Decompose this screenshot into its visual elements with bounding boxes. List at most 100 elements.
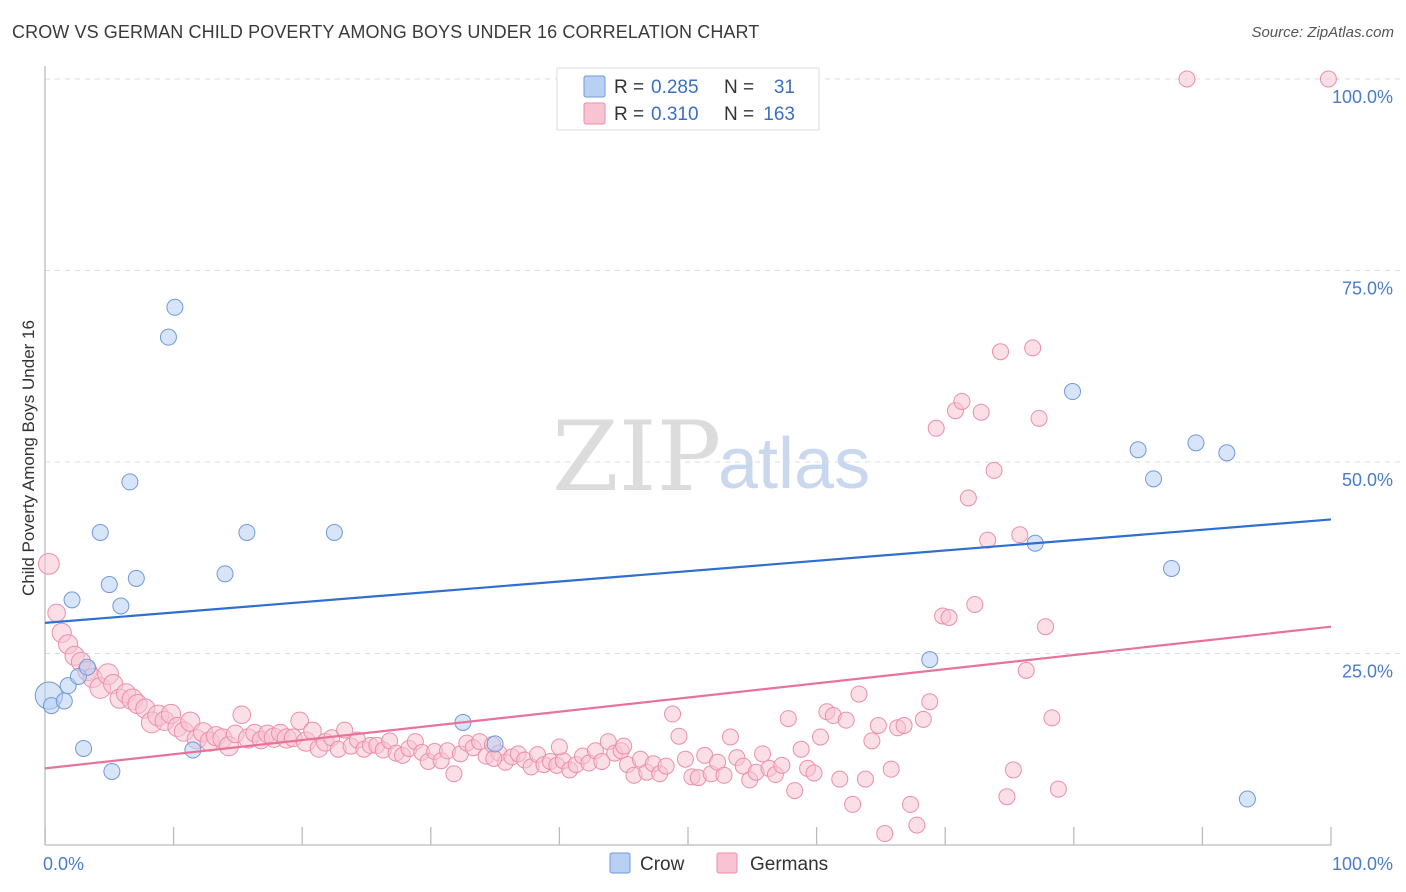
german-point [1024,339,1042,357]
german-point [1030,409,1048,427]
x-tick-labels: 0.0% 100.0% [43,854,1393,874]
german-point [921,693,939,711]
german-point [1178,70,1196,88]
german-point [831,770,849,788]
german-point [715,766,733,784]
german-point [1004,761,1022,779]
watermark-atlas: atlas [718,424,870,504]
bottom-legend-label-crow: Crow [640,854,685,875]
crow-point [55,692,73,710]
crow-point [91,523,109,541]
crow-point [238,523,256,541]
crow-point [1163,559,1181,577]
german-point [232,705,252,725]
german-point [1037,618,1055,636]
crow-point [1238,790,1256,808]
crow-point [216,565,234,583]
german-point [1049,780,1067,798]
crow-point [63,591,81,609]
crow-point [75,739,93,757]
legend-n-value-crow: 31 [774,77,795,98]
crow-point [103,762,121,780]
bottom-legend-swatch-crow [609,852,631,874]
legend: R = 0.285 N = 31 R = 0.310 N = 163 [556,67,820,131]
crow-point [325,523,343,541]
source-label: Source: ZipAtlas.com [1251,24,1394,41]
german-point [1017,661,1035,679]
crow-point [1129,441,1147,459]
german-point [876,825,894,843]
german-point [927,419,945,437]
trend-lines [44,518,1332,770]
german-trend-line [44,625,1332,770]
bottom-legend-label-germans: Germans [750,854,828,875]
german-point [792,740,810,758]
watermark: ZIP atlas [552,401,870,513]
german-point [37,552,60,575]
german-point [664,705,682,723]
crow-trend-line [44,518,1332,624]
y-tick-label: 100.0% [1332,87,1393,107]
y-tick-labels: 25.0% 50.0% 75.0% 100.0% [1332,87,1393,682]
german-point [445,765,463,783]
german-point [805,764,823,782]
x-tick-label: 0.0% [43,854,84,874]
legend-n-value-germans: 163 [763,104,795,125]
german-point [940,608,958,626]
crow-point [1218,444,1236,462]
german-point [290,711,309,731]
crow-point [127,569,145,587]
crow-point [1064,383,1082,401]
german-point [811,728,829,746]
german-point [863,732,881,750]
german-point [972,403,990,421]
german-point [721,728,739,746]
german-point [779,710,797,728]
german-point [953,392,971,410]
german-point [773,756,791,774]
gridlines [45,78,1401,654]
crow-point [100,576,118,594]
german-point [966,595,984,613]
crow-point [1145,470,1163,488]
german-point [837,711,855,729]
german-point [593,753,611,771]
crow-point [486,735,504,753]
german-point [1319,70,1337,88]
german-point [908,816,926,834]
german-point [959,489,977,507]
german-point [985,461,1003,479]
bottom-legend: Crow Germans [609,852,828,875]
y-tick-label: 75.0% [1342,279,1393,299]
german-point [1043,709,1061,727]
y-tick-label: 50.0% [1342,470,1393,490]
german-point [869,717,887,735]
x-tick-label: 100.0% [1332,854,1393,874]
german-point [670,727,688,745]
crow-point [166,298,184,316]
german-point [998,788,1016,806]
crow-point [159,328,177,346]
crow-point [184,741,202,759]
legend-swatch-crow [583,75,606,98]
legend-r-label-germans: R = [614,104,644,125]
german-point [991,343,1009,361]
german-point [676,750,694,768]
legend-r-label-crow: R = [614,77,644,98]
axes [44,66,1332,846]
german-point [850,685,868,703]
german-point [882,760,900,778]
german-point [550,738,568,756]
crow-point [121,473,139,491]
german-point [657,757,675,775]
legend-n-label-germans: N = [724,104,754,125]
german-point [615,737,633,755]
legend-r-value-crow: 0.285 [651,77,699,98]
crow-point [78,658,96,676]
german-point [914,710,932,728]
german-point [901,795,919,813]
german-point [1011,526,1029,544]
crow-point [1187,434,1205,452]
german-point [844,795,862,813]
